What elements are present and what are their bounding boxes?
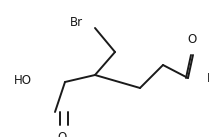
- Text: HO: HO: [207, 72, 209, 85]
- Text: O: O: [187, 33, 197, 46]
- Text: O: O: [57, 131, 67, 137]
- Text: HO: HO: [14, 73, 32, 86]
- Text: Br: Br: [70, 15, 83, 28]
